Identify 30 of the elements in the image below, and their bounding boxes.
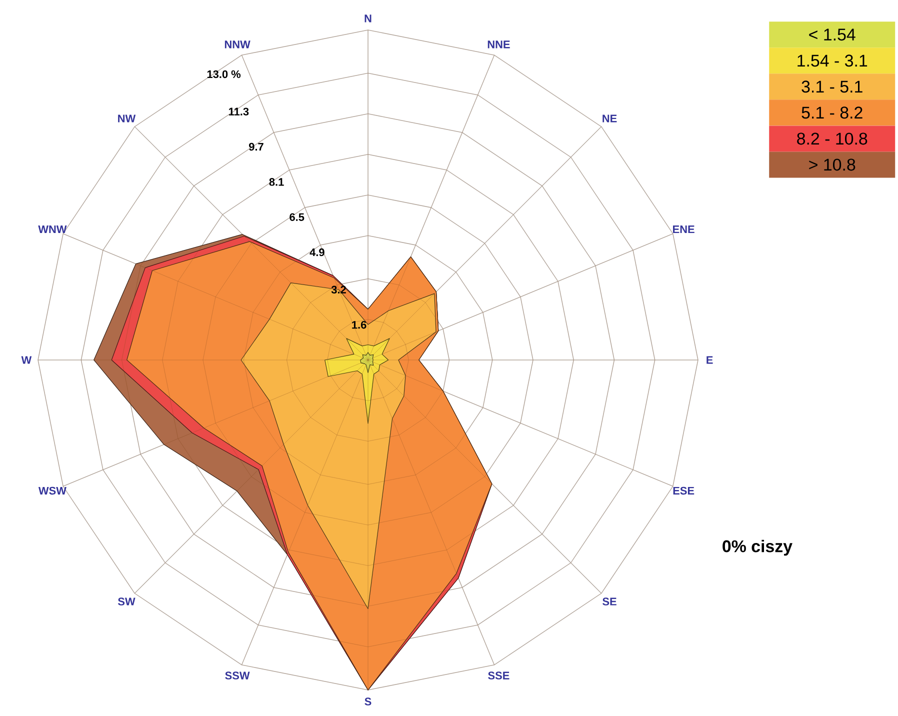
- spoke-label: NE: [602, 114, 617, 122]
- spoke-label: W: [21, 356, 32, 364]
- y-tick-label: 11.3: [229, 108, 249, 116]
- spoke-label: SW: [118, 598, 136, 606]
- y-tick-label: 13.0 %: [207, 70, 241, 78]
- text: 0% ciszy: [722, 540, 792, 556]
- spoke-label: NW: [118, 114, 136, 122]
- spoke-label: NNE: [488, 40, 510, 48]
- spoke-label: WNW: [38, 226, 67, 234]
- y-tick-label: 8.1: [269, 178, 284, 186]
- spoke-label: E: [706, 356, 713, 364]
- text: 5.1 - 8.2: [802, 106, 862, 119]
- spoke-label: SSW: [225, 672, 250, 680]
- y-tick-label: 6.5: [290, 213, 304, 221]
- text: > 10.8: [809, 158, 856, 171]
- y-tick-label: 4.9: [310, 248, 324, 256]
- spoke-label: ESE: [673, 486, 694, 495]
- spoke-label: SE: [602, 598, 616, 606]
- spoke-label: ENE: [673, 226, 694, 234]
- spoke-label: N: [364, 14, 372, 22]
- spoke-label: SSE: [488, 672, 510, 680]
- y-tick-label: 9.7: [249, 142, 264, 151]
- y-tick-label: 1.6: [352, 320, 366, 329]
- text: 1.54 - 3.1: [798, 54, 868, 67]
- text: < 1.54: [809, 28, 856, 41]
- text: 3.1 - 5.1: [802, 80, 862, 93]
- text: 8.2 - 10.8: [797, 132, 868, 145]
- spoke-label: WSW: [38, 486, 66, 495]
- spoke-label: NNW: [224, 40, 250, 48]
- spoke-label: S: [364, 698, 372, 706]
